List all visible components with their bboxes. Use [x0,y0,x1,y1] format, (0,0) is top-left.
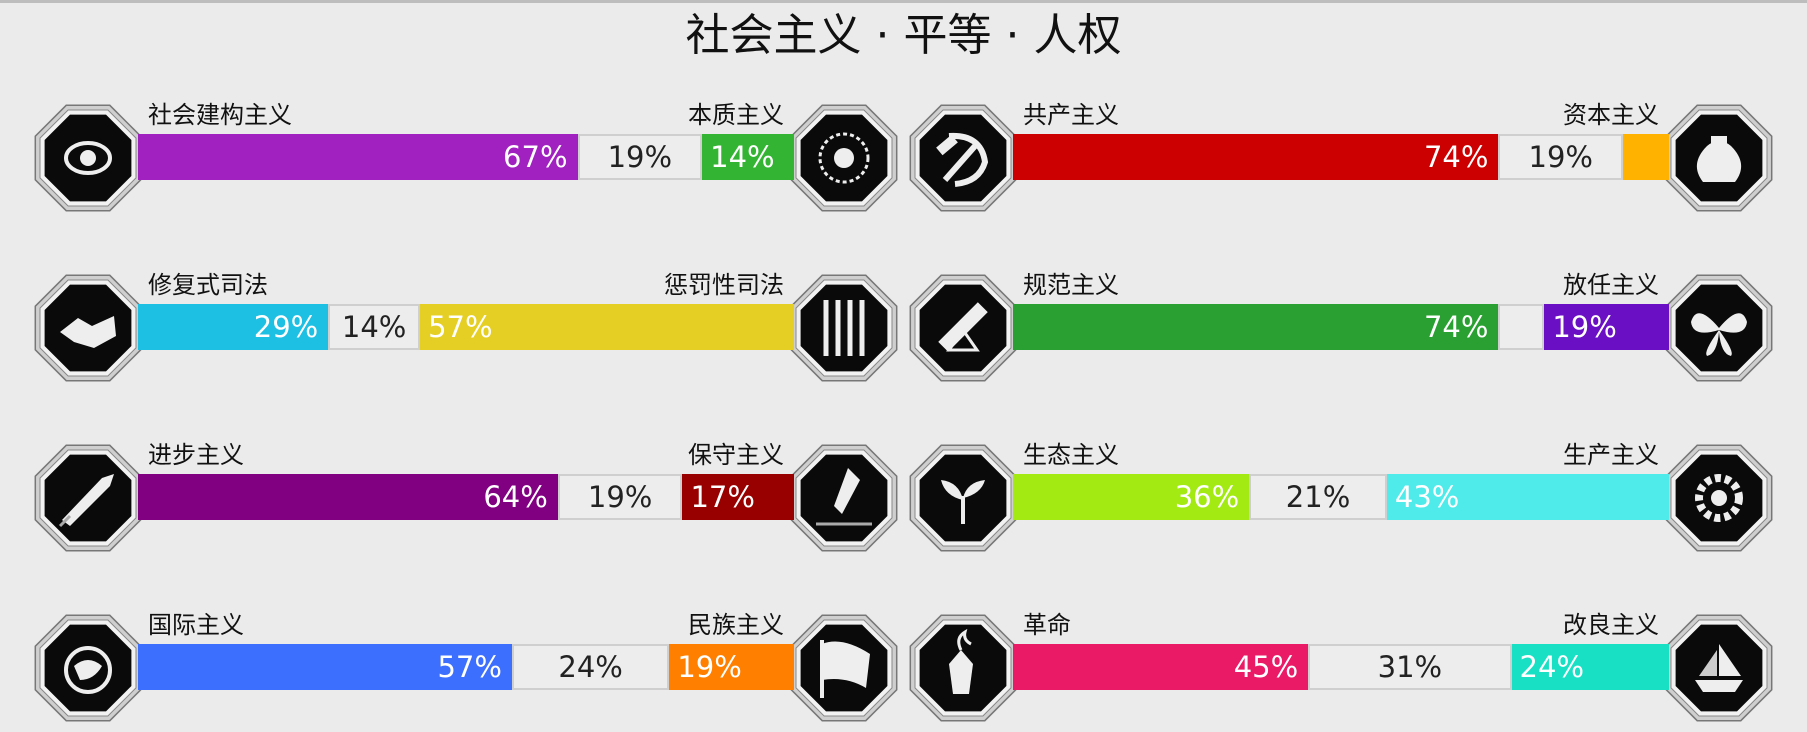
flower-icon [786,100,902,216]
axis-bar: 57% 24% 19% [138,644,794,690]
butterfly-icon [1661,270,1777,386]
axis-left-segment: 64% [138,474,558,520]
axis-right-segment: 17% [682,474,794,520]
axis-right-segment: 19% [669,644,794,690]
ruler-shapes-icon [905,270,1021,386]
axis-middle-segment: 19% [577,134,703,180]
hammer-sickle-icon [905,100,1021,216]
flag-icon [786,610,902,726]
axis-left-label: 国际主义 [148,611,244,639]
axis-middle-segment: 19% [1498,134,1624,180]
axis-right-label: 保守主义 [688,441,784,469]
axis-row: 国际主义 民族主义 57% 24% 19% [30,610,902,732]
axis-row: 共产主义 资本主义 74% 19% [905,100,1777,222]
axis-bar: 64% 19% 17% [138,474,794,520]
axis-right-label: 资本主义 [1563,101,1659,129]
axis-right-segment: 14% [702,134,794,180]
axis-right-label: 生产主义 [1563,441,1659,469]
axis-left-segment: 45% [1013,644,1309,690]
axis-right-segment: 24% [1511,644,1669,690]
axis-row: 修复式司法 惩罚性司法 29% 14% 57% [30,270,902,392]
axis-bar: 36% 21% 43% [1013,474,1669,520]
axis-middle-segment [1498,304,1545,350]
sprout-icon [905,440,1021,556]
money-bag-icon [1661,100,1777,216]
axis-bar: 29% 14% 57% [138,304,794,350]
handshake-icon [30,270,146,386]
axis-left-label: 生态主义 [1023,441,1119,469]
axis-left-segment: 36% [1013,474,1250,520]
top-divider [0,0,1807,3]
axis-middle-segment: 19% [557,474,683,520]
axis-right-label: 民族主义 [688,611,784,639]
axis-left-label: 修复式司法 [148,271,268,299]
axis-bar: 45% 31% 24% [1013,644,1669,690]
axis-row: 规范主义 放任主义 74% 19% [905,270,1777,392]
gear-icon [1661,440,1777,556]
axis-right-segment [1623,134,1669,180]
axis-left-segment: 57% [138,644,512,690]
axis-left-label: 革命 [1023,611,1071,639]
axis-right-segment: 57% [420,304,794,350]
axis-middle-segment: 24% [511,644,670,690]
axis-middle-segment: 14% [328,304,421,350]
axis-right-segment: 19% [1544,304,1669,350]
globe-icon [30,610,146,726]
axis-right-label: 改良主义 [1563,611,1659,639]
axis-bar: 74% 19% [1013,134,1669,180]
axis-left-label: 进步主义 [148,441,244,469]
ship-icon [1661,610,1777,726]
axis-bar: 67% 19% 14% [138,134,794,180]
axis-left-label: 规范主义 [1023,271,1119,299]
axis-left-label: 共产主义 [1023,101,1119,129]
axis-bar: 74% 19% [1013,304,1669,350]
prison-bars-icon [786,270,902,386]
rocket-icon [30,440,146,556]
axis-left-label: 社会建构主义 [148,101,292,129]
axis-right-label: 惩罚性司法 [664,271,784,299]
axis-left-segment: 74% [1013,134,1499,180]
molotov-icon [905,610,1021,726]
axis-row: 革命 改良主义 45% 31% 24% [905,610,1777,732]
axis-left-segment: 74% [1013,304,1499,350]
page-title: 社会主义 · 平等 · 人权 [685,10,1122,61]
axis-middle-segment: 21% [1249,474,1387,520]
axis-row: 进步主义 保守主义 64% 19% 17% [30,440,902,562]
fountain-pen-icon [786,440,902,556]
axis-left-segment: 67% [138,134,578,180]
axis-left-segment: 29% [138,304,329,350]
axis-right-label: 本质主义 [688,101,784,129]
axis-right-label: 放任主义 [1563,271,1659,299]
eye-icon [30,100,146,216]
axis-right-segment: 43% [1386,474,1669,520]
axis-middle-segment: 31% [1308,644,1512,690]
axis-row: 社会建构主义 本质主义 67% 19% 14% [30,100,902,222]
axis-row: 生态主义 生产主义 36% 21% 43% [905,440,1777,562]
